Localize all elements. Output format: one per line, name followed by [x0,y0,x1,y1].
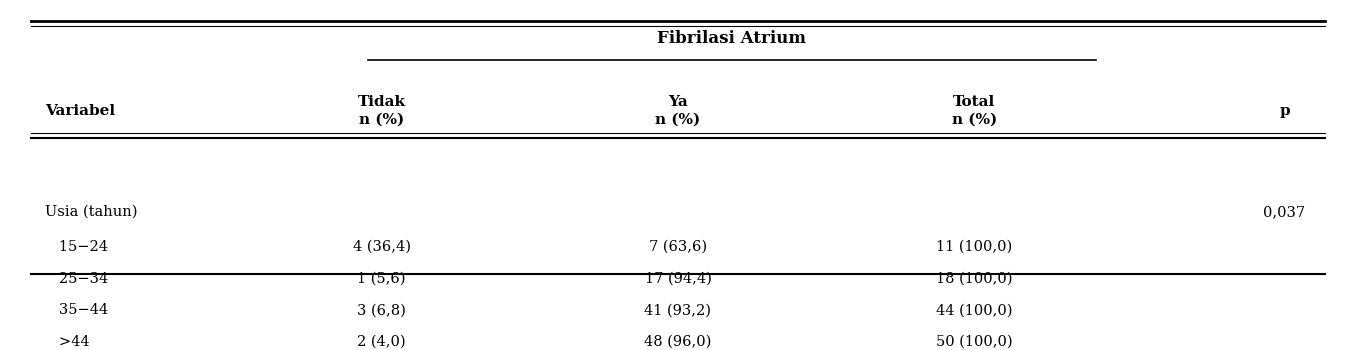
Text: 15−24: 15−24 [45,240,107,254]
Text: Variabel: Variabel [45,104,115,118]
Text: Ya
n (%): Ya n (%) [655,96,701,127]
Text: p: p [1279,104,1290,118]
Text: 3 (6,8): 3 (6,8) [357,303,405,317]
Text: 48 (96,0): 48 (96,0) [644,335,712,349]
Text: 17 (94,4): 17 (94,4) [644,272,712,286]
Text: 18 (100,0): 18 (100,0) [936,272,1013,286]
Text: 41 (93,2): 41 (93,2) [644,303,712,317]
Text: Fibrilasi Atrium: Fibrilasi Atrium [658,30,807,47]
Text: 44 (100,0): 44 (100,0) [936,303,1013,317]
Text: 1 (5,6): 1 (5,6) [357,272,405,286]
Text: 25−34: 25−34 [45,272,108,286]
Text: 35−44: 35−44 [45,303,108,317]
Text: 7 (63,6): 7 (63,6) [650,240,706,254]
Text: 11 (100,0): 11 (100,0) [937,240,1013,254]
Text: 0,037: 0,037 [1264,205,1306,219]
Text: 50 (100,0): 50 (100,0) [936,335,1013,349]
Text: >44: >44 [45,335,89,349]
Text: Usia (tahun): Usia (tahun) [45,205,137,219]
Text: 4 (36,4): 4 (36,4) [353,240,411,254]
Text: Tidak
n (%): Tidak n (%) [358,96,405,127]
Text: 2 (4,0): 2 (4,0) [357,335,405,349]
Text: Total
n (%): Total n (%) [952,96,997,127]
